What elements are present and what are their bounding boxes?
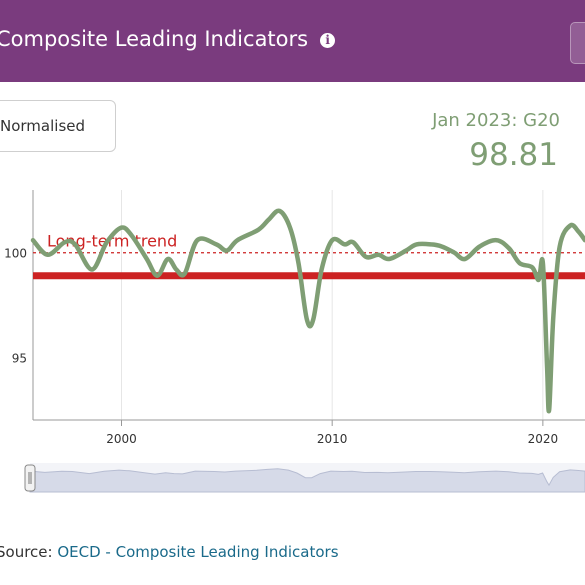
normalisation-select-value: Normalised [0,117,86,135]
x-tick-label: 2000 [106,432,137,446]
source-link[interactable]: OECD - Composite Leading Indicators [57,543,339,561]
y-tick-label: 100 [4,247,27,261]
trend-label: Long-term trend [47,232,177,251]
navigator-series [29,468,585,493]
x-tick-label: 2010 [317,432,348,446]
x-tick-label: 2020 [528,432,559,446]
y-tick-label: 95 [12,351,27,365]
latest-value: 98.81 [469,137,558,173]
info-icon[interactable]: i [320,33,336,48]
series-line-g20 [30,208,585,414]
chart-header: Composite Leading Indicators i [0,0,585,82]
latest-period-label: Jan 2023: G20 [432,110,560,131]
header-menu-button[interactable] [570,22,585,64]
axis-layer: 2000 2010 2020 100 95 [4,190,585,446]
source-prefix: Source: [0,543,58,561]
series-layer [30,208,585,414]
source-note: Source: OECD - Composite Leading Indicat… [0,543,339,561]
navigator-left-handle [24,464,36,492]
chart-title-text: Composite Leading Indicators [0,27,309,51]
trend-layer: Long-term trend [33,232,585,280]
chart-area: 2000 2010 2020 100 95 Long-term trend [4,190,585,493]
range-navigator[interactable] [24,463,585,493]
normalisation-select[interactable]: Normalised [0,100,116,152]
grid-layer [120,190,544,420]
chart-title: Composite Leading Indicators i [0,27,336,51]
